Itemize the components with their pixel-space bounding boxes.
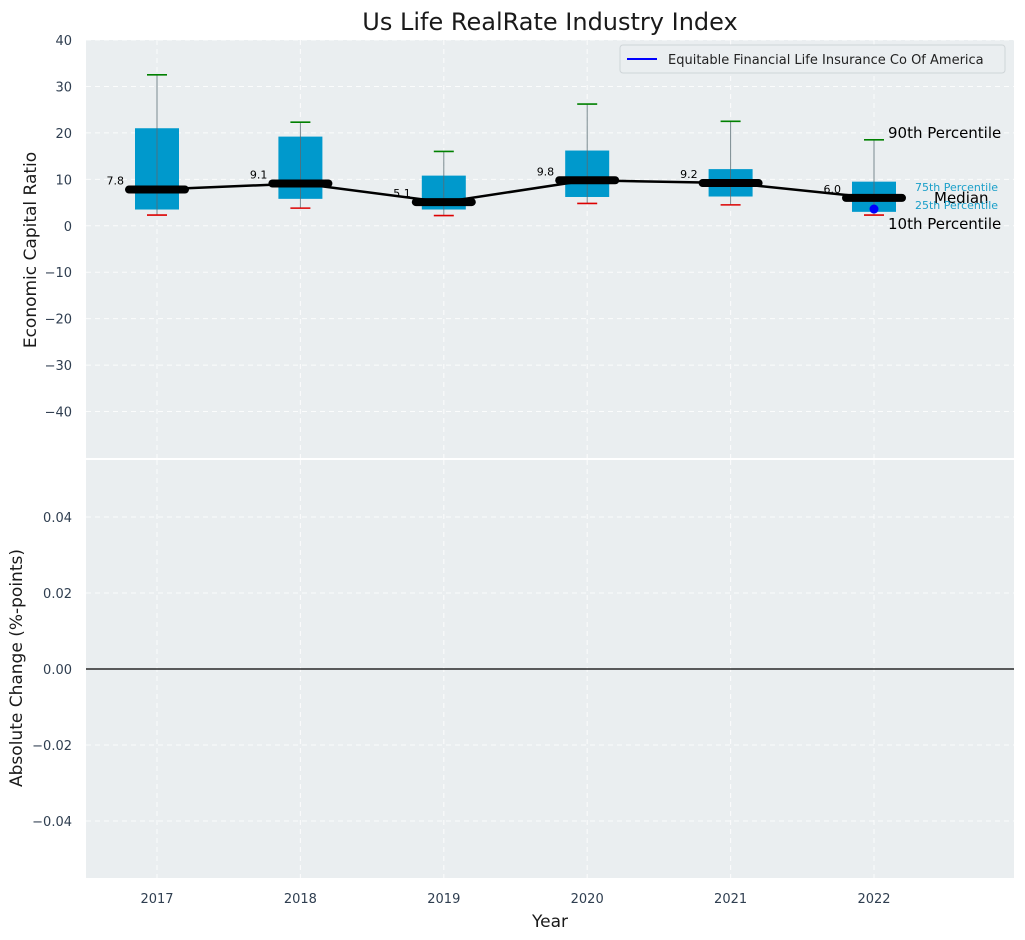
- bottom-y-tick-label: −0.04: [32, 815, 72, 830]
- annotation-median: Median: [934, 189, 989, 207]
- top-y-tick-label: 40: [55, 34, 72, 49]
- tick-labels: 40 30 20 10 0 −10 −20 −30 −40 0.04 0.02 0.00 −0.02 −0…: [32, 34, 890, 907]
- x-tick-label: 2022: [857, 892, 890, 907]
- top-y-axis-label: Economic Capital Ratio: [21, 152, 41, 348]
- x-tick-label: 2020: [571, 892, 604, 907]
- annotation-90th-percentile: 90th Percentile: [888, 124, 1001, 142]
- chart-marks: 7.8 9.1 5.1 9.8 9.2 6.0: [86, 74, 1014, 670]
- top-y-tick-label: −30: [45, 359, 72, 374]
- median-value-label: 6.0: [824, 183, 842, 196]
- top-y-tick-label: 30: [55, 80, 72, 95]
- annotation-75th-percentile: 75th Percentile: [915, 181, 998, 194]
- top-y-tick-label: 20: [55, 127, 72, 142]
- bottom-y-tick-label: 0.02: [43, 587, 72, 602]
- annotation-10th-percentile: 10th Percentile: [888, 215, 1001, 233]
- top-y-tick-label: −40: [45, 406, 72, 421]
- x-tick-label: 2017: [140, 892, 173, 907]
- median-value-label: 7.8: [107, 175, 125, 188]
- bottom-y-axis-label: Absolute Change (%-points): [7, 549, 27, 787]
- bottom-y-tick-label: 0.00: [43, 663, 72, 678]
- company-point: [869, 204, 879, 214]
- bottom-y-tick-label: 0.04: [43, 511, 72, 526]
- x-tick-label: 2019: [427, 892, 460, 907]
- top-y-tick-label: −10: [45, 266, 72, 281]
- top-y-tick-label: 10: [55, 173, 72, 188]
- median-value-label: 9.2: [680, 168, 698, 181]
- top-plot-area: [86, 40, 1014, 458]
- legend-entry-company: Equitable Financial Life Insurance Co Of…: [668, 53, 984, 68]
- x-axis-label: Year: [531, 912, 568, 932]
- chart-title: Us Life RealRate Industry Index: [362, 8, 737, 36]
- legend-box: [619, 44, 1006, 74]
- top-y-tick-label: 0: [64, 220, 72, 235]
- annotation-25th-percentile: 25th Percentile: [915, 199, 998, 212]
- median-value-label: 9.1: [250, 169, 268, 182]
- legend: Equitable Financial Life Insurance Co Of…: [619, 44, 1006, 74]
- median-value-label: 9.8: [537, 165, 555, 178]
- median-value-label: 5.1: [393, 187, 411, 200]
- bottom-y-tick-label: −0.02: [32, 739, 72, 754]
- x-tick-label: 2021: [714, 892, 747, 907]
- x-tick-label: 2018: [284, 892, 317, 907]
- top-y-tick-label: −20: [45, 313, 72, 328]
- panel-separator: [86, 458, 1014, 460]
